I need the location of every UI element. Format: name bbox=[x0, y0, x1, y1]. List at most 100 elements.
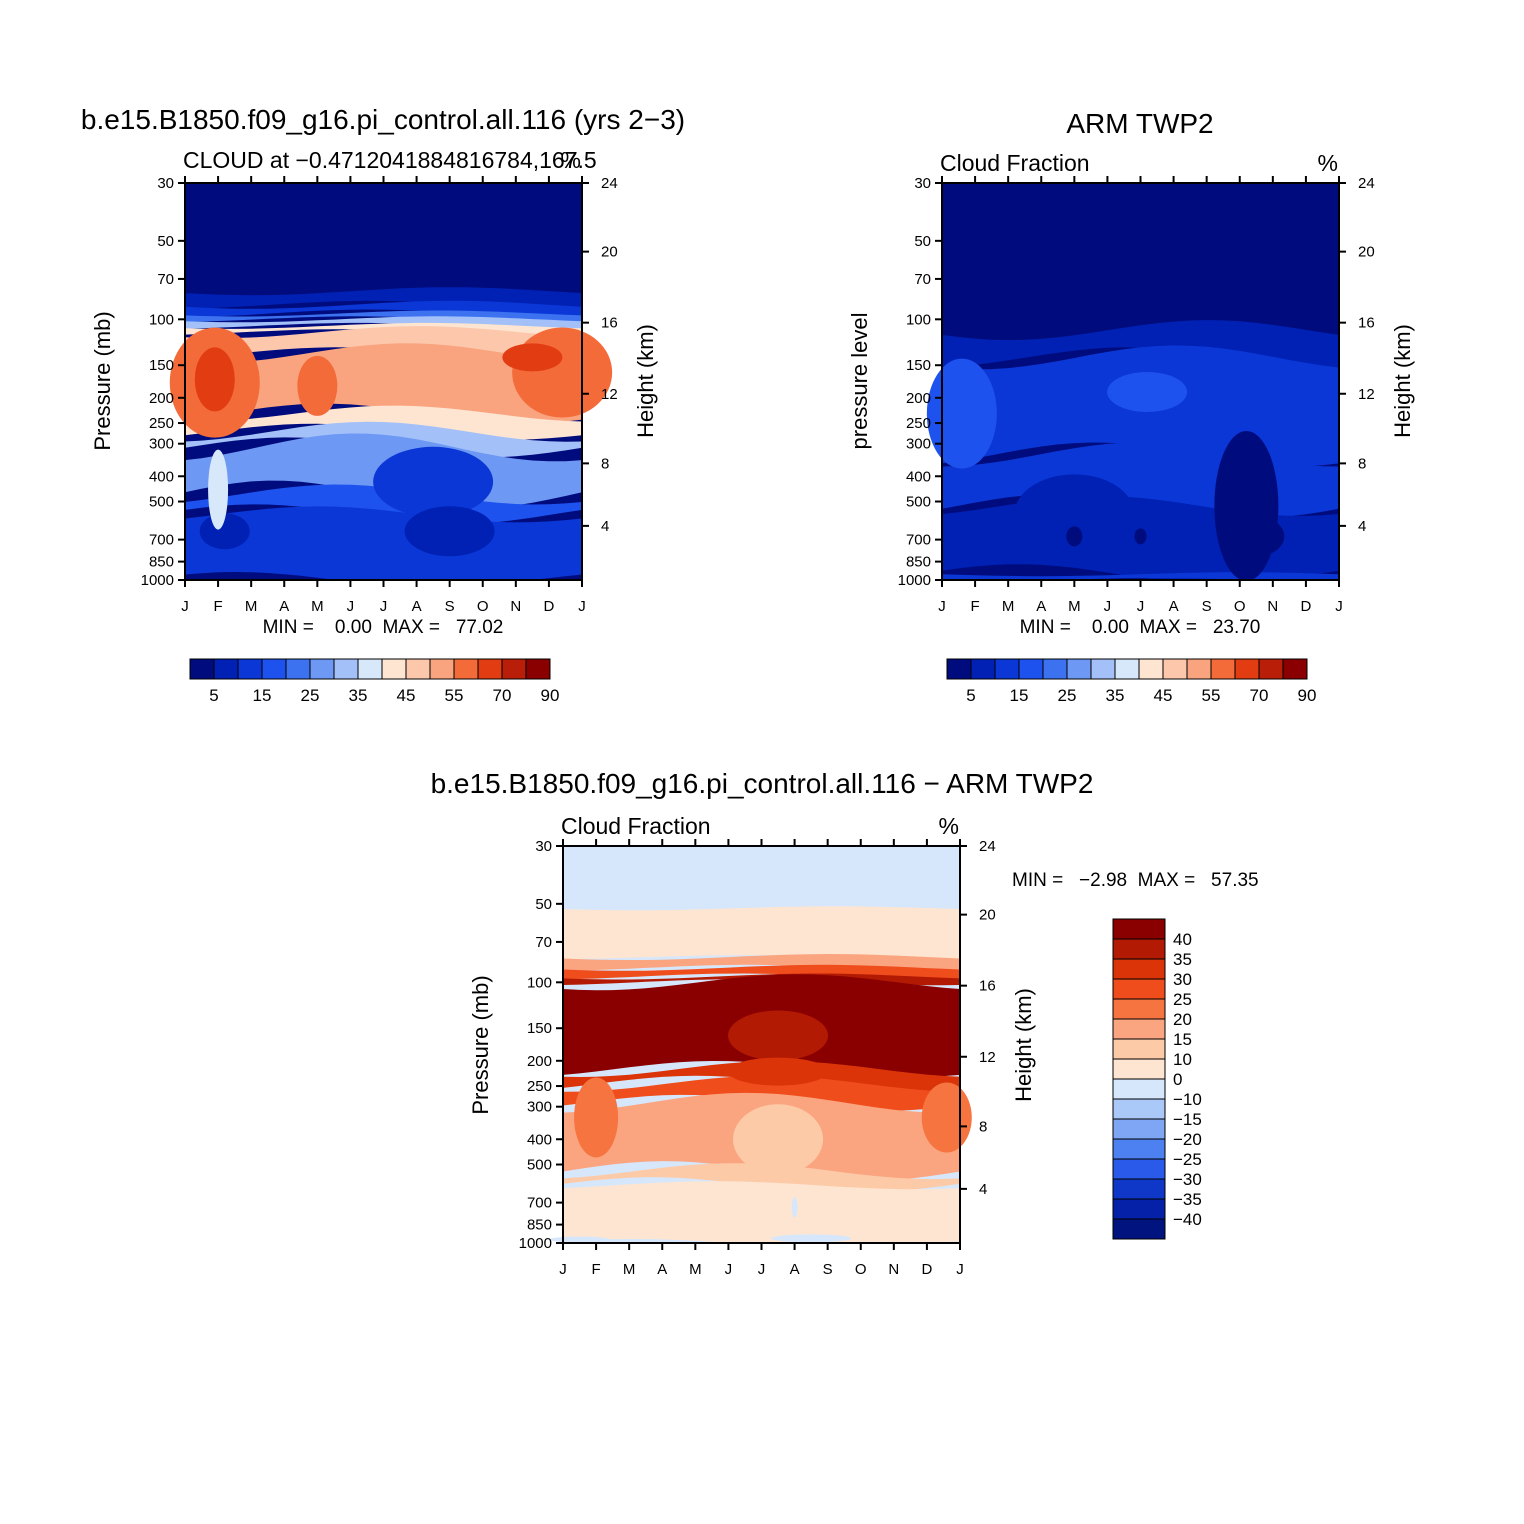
y-tick-label: 70 bbox=[157, 271, 174, 288]
y-tick-label: 150 bbox=[149, 357, 174, 374]
y-tick-label: 250 bbox=[906, 415, 931, 432]
colorbar-box bbox=[1186, 658, 1212, 680]
x-tick-label: N bbox=[1267, 598, 1278, 615]
x-tick-label: F bbox=[591, 1261, 600, 1278]
colorbar-label: 5 bbox=[209, 686, 218, 705]
contour-field bbox=[926, 183, 1339, 581]
y2-axis-label: Height (km) bbox=[1011, 988, 1036, 1102]
x-tick-label: O bbox=[1234, 598, 1246, 615]
x-tick-label: O bbox=[477, 598, 489, 615]
x-tick-label: J bbox=[578, 598, 586, 615]
x-tick-label: S bbox=[823, 1261, 833, 1278]
y2-tick-label: 16 bbox=[979, 978, 996, 995]
x-tick-label: O bbox=[855, 1261, 867, 1278]
y-tick-label: 400 bbox=[149, 468, 174, 485]
contour-cell bbox=[502, 343, 563, 372]
contour-cell bbox=[199, 513, 250, 550]
y-tick-label: 150 bbox=[527, 1020, 552, 1037]
contour-cell bbox=[728, 1057, 829, 1086]
x-tick-label: N bbox=[510, 598, 521, 615]
colorbar-box bbox=[1112, 1218, 1166, 1240]
y-tick-label: 1000 bbox=[898, 572, 931, 589]
contour-cell bbox=[1134, 528, 1147, 545]
colorbar-label: 15 bbox=[1173, 1030, 1192, 1049]
contour-cell bbox=[1214, 430, 1279, 581]
y-tick-label: 200 bbox=[149, 390, 174, 407]
contour-cell bbox=[373, 446, 494, 517]
colorbar-box bbox=[1112, 1018, 1166, 1040]
y-tick-label: 50 bbox=[914, 233, 931, 250]
colorbar-label: 35 bbox=[1173, 950, 1192, 969]
contour-cell bbox=[1228, 516, 1285, 557]
x-tick-label: M bbox=[623, 1261, 636, 1278]
y-tick-label: 700 bbox=[527, 1195, 552, 1212]
colorbar-box bbox=[501, 658, 527, 680]
contour-cell bbox=[771, 1234, 852, 1243]
contour-cell bbox=[549, 1236, 610, 1243]
colorbar-label: 25 bbox=[1173, 990, 1192, 1009]
colorbar-box bbox=[1210, 658, 1236, 680]
colorbar-label: 15 bbox=[253, 686, 272, 705]
x-tick-label: A bbox=[1036, 598, 1046, 615]
y-tick-label: 400 bbox=[527, 1131, 552, 1148]
y-tick-label: 30 bbox=[914, 175, 931, 192]
colorbar-label: 35 bbox=[349, 686, 368, 705]
y-tick-label: 150 bbox=[906, 357, 931, 374]
x-tick-label: M bbox=[245, 598, 258, 615]
contour-cell bbox=[512, 327, 613, 418]
y2-tick-label: 4 bbox=[979, 1181, 987, 1198]
colorbar-box bbox=[381, 658, 407, 680]
y-tick-label: 850 bbox=[149, 554, 174, 571]
y2-tick-label: 20 bbox=[1358, 244, 1375, 261]
panel-subtitle: Cloud Fraction bbox=[561, 813, 711, 839]
colorbar-label: 15 bbox=[1010, 686, 1029, 705]
colorbar-box bbox=[261, 658, 287, 680]
contour-cell bbox=[208, 449, 229, 530]
x-tick-label: J bbox=[181, 598, 189, 615]
contour-cell bbox=[733, 1104, 824, 1175]
colorbar-box bbox=[1090, 658, 1116, 680]
x-tick-label: A bbox=[412, 598, 422, 615]
y2-tick-label: 12 bbox=[1358, 386, 1375, 403]
colorbar-box bbox=[1258, 658, 1284, 680]
contour-band bbox=[563, 1163, 960, 1194]
colorbar-box bbox=[1112, 1178, 1166, 1200]
colorbar-label: −30 bbox=[1173, 1170, 1202, 1189]
y-tick-label: 850 bbox=[527, 1217, 552, 1234]
colorbar-label: 90 bbox=[1298, 686, 1317, 705]
y2-tick-label: 12 bbox=[979, 1049, 996, 1066]
colorbar-box bbox=[994, 658, 1020, 680]
colorbar-box bbox=[1018, 658, 1044, 680]
y-tick-label: 250 bbox=[149, 415, 174, 432]
colorbar-label: 70 bbox=[1250, 686, 1269, 705]
contour-band bbox=[942, 183, 1339, 341]
x-tick-label: F bbox=[213, 598, 222, 615]
contour-cell bbox=[194, 347, 235, 412]
y2-tick-label: 24 bbox=[979, 838, 996, 855]
x-tick-label: J bbox=[1104, 598, 1112, 615]
y2-tick-label: 24 bbox=[1358, 175, 1375, 192]
x-tick-label: S bbox=[445, 598, 455, 615]
colorbar-label: −15 bbox=[1173, 1110, 1202, 1129]
y-tick-label: 70 bbox=[535, 934, 552, 951]
colorbar-box bbox=[1234, 658, 1260, 680]
colorbar-box bbox=[1112, 1118, 1166, 1140]
colorbar-box bbox=[1112, 1198, 1166, 1220]
y-tick-label: 400 bbox=[906, 468, 931, 485]
contour-cell bbox=[297, 355, 338, 416]
y2-tick-label: 12 bbox=[601, 386, 618, 403]
y2-tick-label: 20 bbox=[979, 907, 996, 924]
y-tick-label: 200 bbox=[527, 1053, 552, 1070]
panel-title: b.e15.B1850.f09_g16.pi_control.all.116 (… bbox=[81, 104, 685, 135]
units-label: % bbox=[561, 147, 581, 173]
x-tick-label: A bbox=[1169, 598, 1179, 615]
y2-tick-label: 8 bbox=[601, 455, 609, 472]
y2-tick-label: 4 bbox=[1358, 518, 1366, 535]
colorbar-label: 90 bbox=[541, 686, 560, 705]
colorbar-box bbox=[309, 658, 335, 680]
colorbar-label: 5 bbox=[966, 686, 975, 705]
y-tick-label: 500 bbox=[906, 494, 931, 511]
colorbar-label: 25 bbox=[1058, 686, 1077, 705]
colorbar-label: −10 bbox=[1173, 1090, 1202, 1109]
colorbar-box bbox=[189, 658, 215, 680]
